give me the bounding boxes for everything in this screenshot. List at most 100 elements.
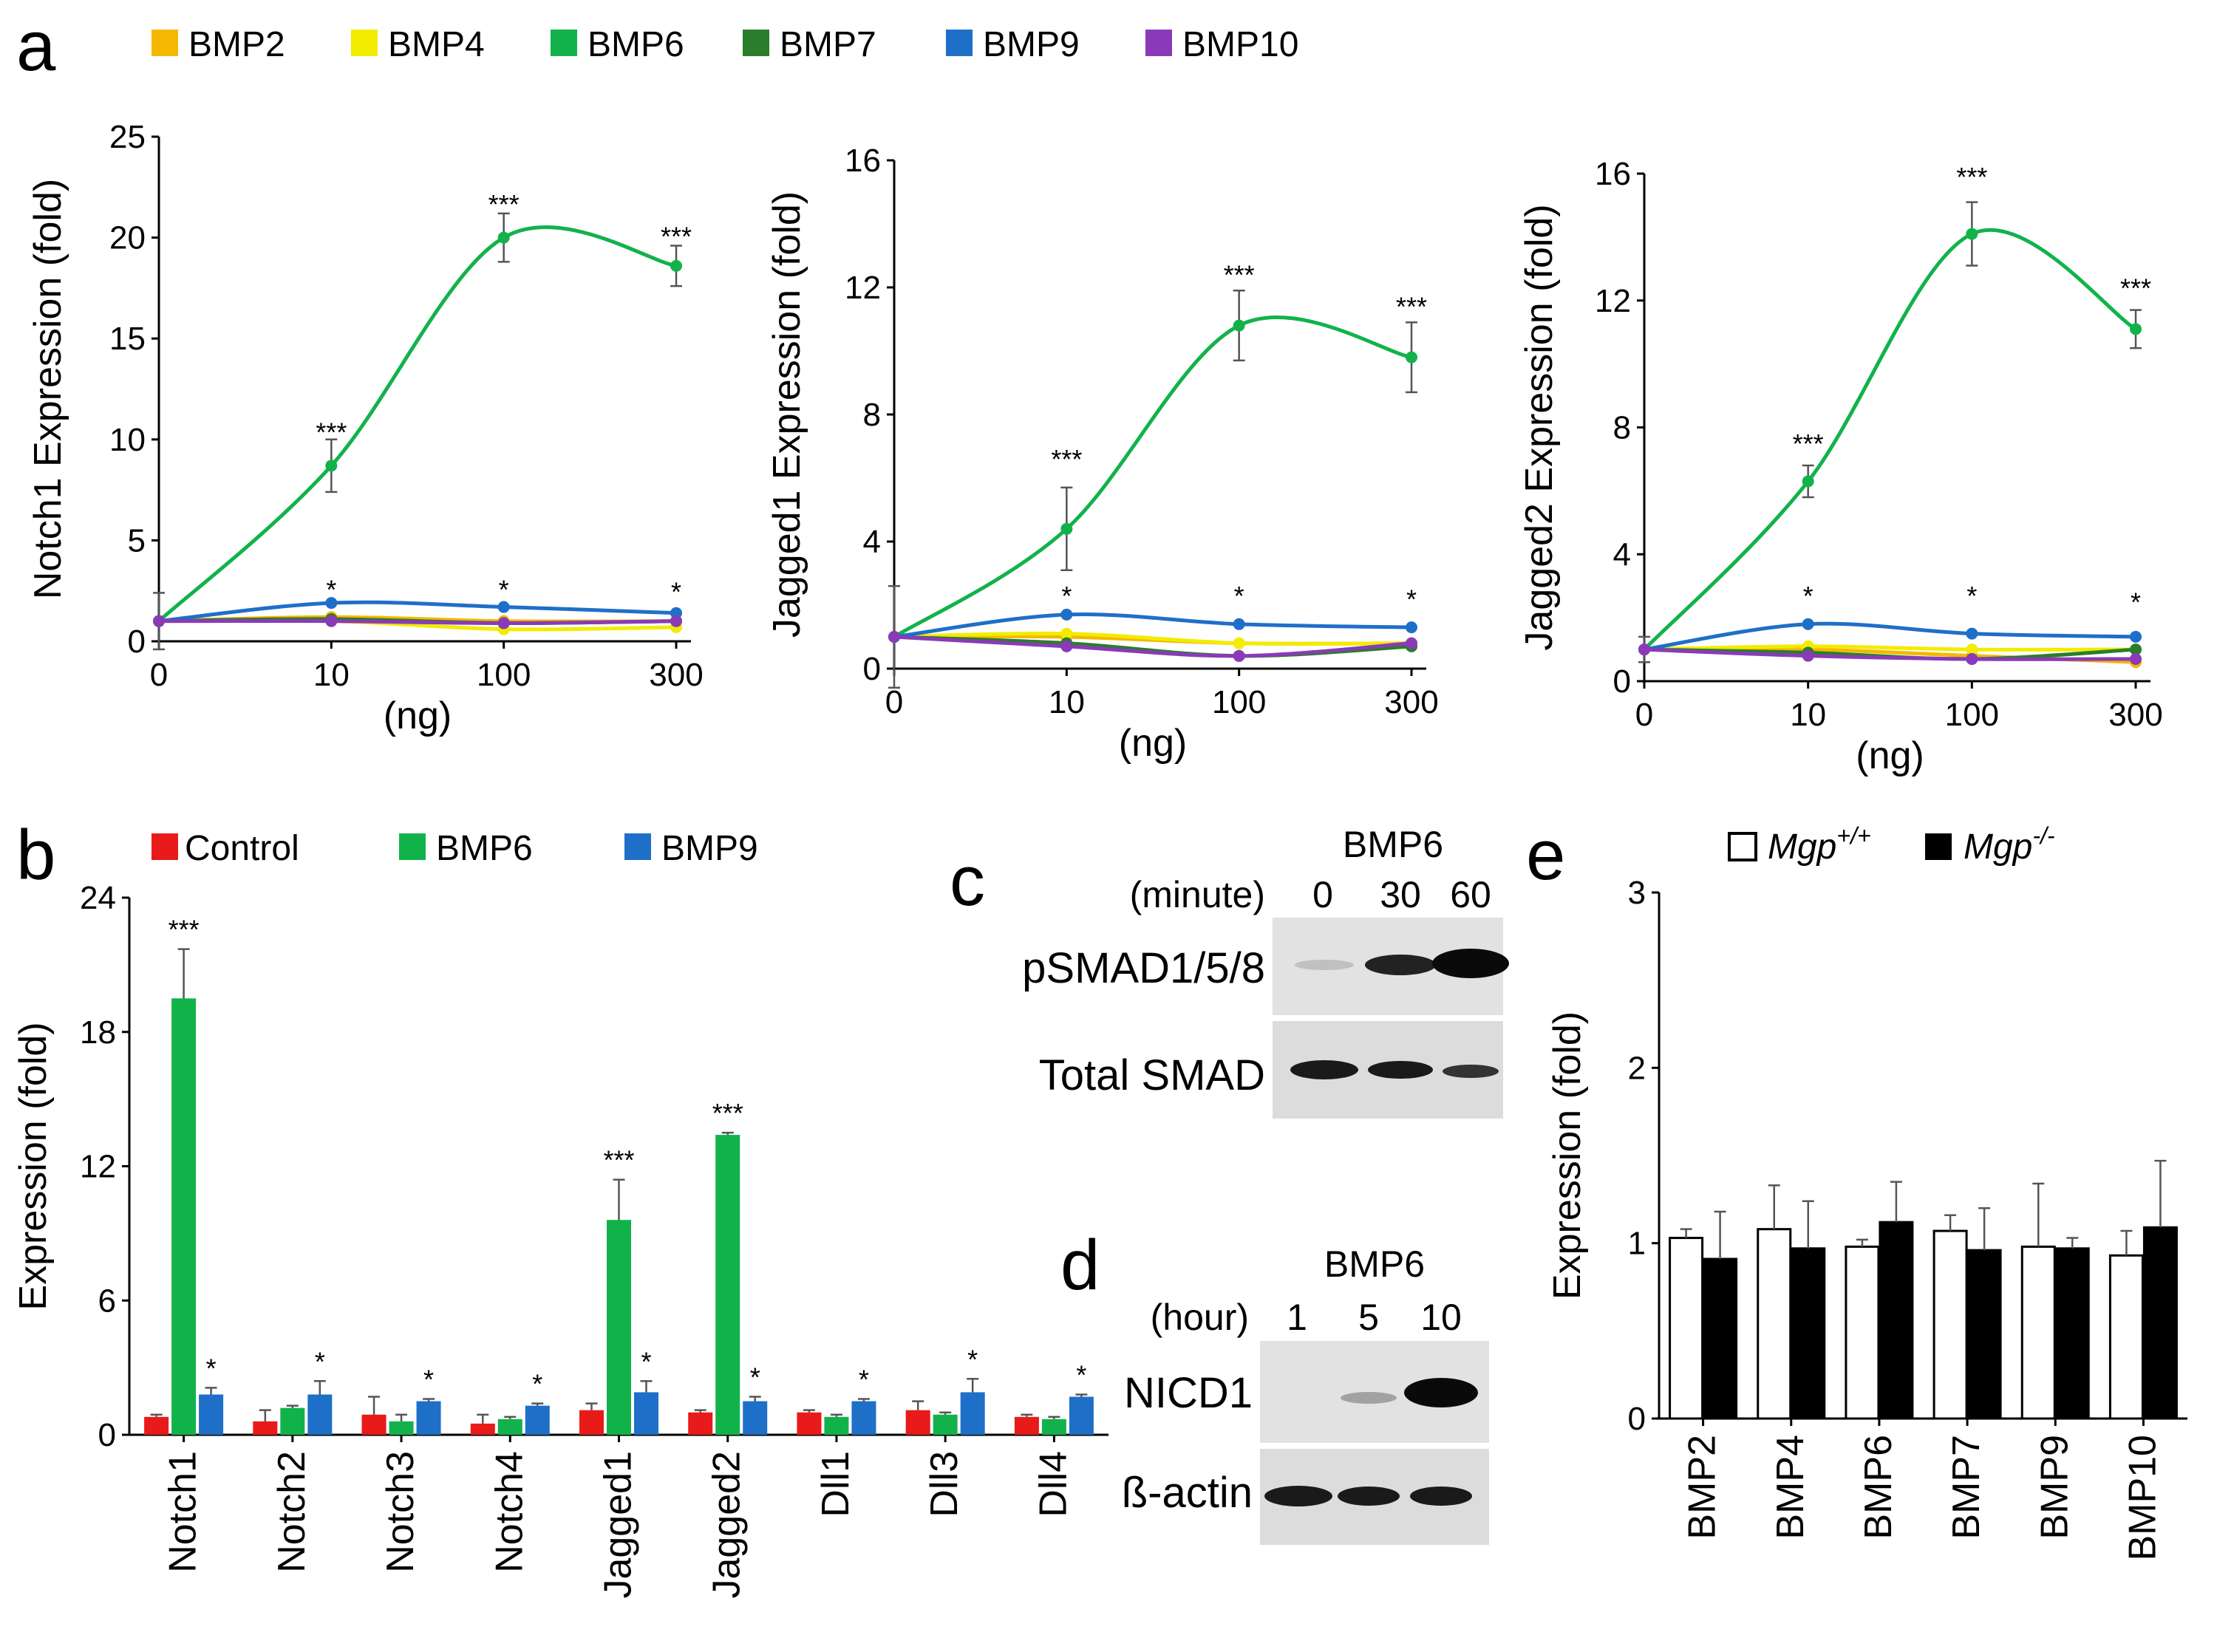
chart-a2-point-bmp9-1	[1060, 608, 1073, 621]
chart-e-bar-mgp--bmp7	[1932, 1229, 1968, 1420]
chart-b-bar-bmp9-dll1	[851, 1401, 876, 1435]
chart-b-bar-bmp9-dll4	[1069, 1396, 1094, 1435]
chart-a3-point-bmp6-2	[1966, 228, 1978, 240]
chart-a2-point-bmp9-2	[1233, 618, 1245, 630]
chart-a2-point-bmp6-3	[1406, 351, 1417, 363]
chart-a1-series-line-bmp6	[157, 225, 677, 623]
chart-a1-x-tick-label-0: 0	[150, 657, 168, 693]
chart-e-bar-mgp--bmp6	[1879, 1221, 1914, 1420]
legend-label-bmp6: BMP6	[588, 25, 684, 64]
legend-item-bmp6: BMP6	[551, 25, 684, 64]
legend-item-control: Control	[151, 829, 299, 868]
chart-a3-series-line-bmp6	[1643, 228, 2137, 651]
chart-a3-series-line-bmp10	[1644, 647, 2136, 661]
chart-a3-point-bmp10-2	[1966, 652, 1978, 665]
chart-a2-annotation-4: *	[1234, 581, 1244, 611]
legend-label-ko-base: Mgp	[1964, 827, 2032, 867]
panel-letter-a: a	[16, 7, 56, 86]
chart-e-bar-mgp--bmp4	[1757, 1228, 1792, 1420]
chart-b-annotation-1: ***	[603, 1145, 634, 1175]
chart-a1-y-tick-label-25: 25	[109, 119, 146, 155]
panel-letter-b: b	[16, 816, 55, 895]
chart-a3-annotation-4: *	[1966, 581, 1977, 611]
legend-swatch-bmp10	[1145, 30, 1172, 56]
chart-a2-y-tick-label-12: 12	[845, 270, 881, 306]
legend-label-wt-base: Mgp	[1768, 827, 1836, 867]
chart-b-y-tick-label-18: 18	[80, 1014, 116, 1051]
chart-e-y-tick-label-1: 1	[1628, 1226, 1646, 1262]
legend-item-bmp7: BMP7	[743, 25, 876, 64]
chart-e-y-tick-label-2: 2	[1628, 1050, 1646, 1086]
chart-e-bar-mgp--bmp7	[1966, 1249, 2002, 1420]
panel-a-legend: BMP2 BMP4 BMP6 BMP7 BMP9 BMP10	[151, 25, 1298, 64]
chart-a2-annotation-3: *	[1061, 581, 1072, 611]
chart-e-y-tick-label-0: 0	[1628, 1401, 1646, 1437]
chart-b-category-label-notch4: Notch4	[488, 1451, 531, 1573]
chart-e-bar-mgp--bmp10	[2142, 1226, 2178, 1420]
blot-d-time-10: 10	[1420, 1297, 1462, 1338]
legend-item-bmp10: BMP10	[1145, 25, 1298, 64]
chart-a1-y-axis-title: Notch1 Expression (fold)	[27, 179, 69, 599]
chart-a3-point-bmp9-2	[1966, 627, 1978, 640]
band-bactin-1	[1264, 1486, 1332, 1506]
chart-a1-annotation-4: *	[499, 575, 509, 605]
chart-b-annotation-6: *	[532, 1369, 542, 1399]
chart-a1-point-bmp9-1	[325, 597, 338, 610]
chart-a3-point-bmp7-3	[2130, 644, 2142, 656]
chart-b-category-label-dll1: Dll1	[814, 1451, 857, 1518]
chart-b-bar-control-notch3	[361, 1414, 386, 1435]
chart-a1-point-bmp6-1	[325, 460, 338, 472]
chart-a2-annotation-0: ***	[1051, 444, 1082, 474]
chart-a2-series-line-bmp6	[893, 315, 1412, 639]
chart-a1-annotation-3: *	[326, 575, 336, 605]
blot-c-row-psmad: pSMAD1/5/8	[1022, 944, 1265, 992]
chart-b-annotation-9: *	[859, 1365, 869, 1395]
chart-a1-x-axis-title: (ng)	[384, 694, 452, 737]
chart-e-category-label-bmp10: BMP10	[2121, 1435, 2164, 1561]
chart-a2-point-bmp4-2	[1233, 637, 1245, 649]
chart-a1-point-bmp10-1	[325, 615, 338, 627]
chart-a1-point-bmp6-3	[670, 259, 682, 272]
panel-c-blot: BMP6 (minute) 0 30 60 pSMAD1/5/8 Total S…	[1022, 824, 1509, 1119]
chart-a3-y-tick-label-16: 16	[1595, 156, 1631, 192]
chart-a2-annotation-1: ***	[1224, 260, 1255, 290]
chart-e-bar-mgp--bmp10	[2108, 1254, 2144, 1420]
chart-e-category-label-bmp9: BMP9	[2033, 1435, 2076, 1540]
chart-e-bar-mgp--bmp2	[1703, 1257, 1738, 1420]
chart-b-bar-control-dll3	[905, 1410, 930, 1435]
band-psmad-30	[1365, 955, 1436, 975]
chart-b-bar-bmp9-notch1	[199, 1394, 224, 1435]
legend-label-bmp10: BMP10	[1182, 25, 1298, 64]
chart-a3-x-axis-title: (ng)	[1856, 734, 1924, 777]
blot-c-title: BMP6	[1343, 824, 1443, 865]
chart-b-annotation-4: *	[315, 1346, 325, 1376]
chart-e-bar-mgp--bmp9	[2054, 1247, 2090, 1420]
chart-e-category-label-bmp7: BMP7	[1945, 1435, 1988, 1540]
chart-a2-x-axis-title: (ng)	[1119, 722, 1187, 765]
chart-a3-point-bmp10-0	[1638, 644, 1650, 656]
chart-a1-y-tick-label-10: 10	[109, 422, 146, 458]
legend-swatch-bmp2	[151, 30, 178, 56]
chart-b-category-label-jagged2: Jagged2	[706, 1451, 749, 1599]
chart-b-bar-bmp6-dll4	[1041, 1419, 1066, 1435]
chart-a1-annotation-5: *	[671, 576, 681, 607]
panel-e-legend: Mgp+/+ Mgp-/-	[1728, 822, 2055, 867]
chart-e-y-tick-label-3: 3	[1628, 875, 1646, 911]
chart-b-category-label-notch3: Notch3	[379, 1451, 422, 1573]
blot-c-time-60: 60	[1450, 874, 1491, 915]
legend-label-ko: Mgp-/-	[1964, 822, 2055, 867]
legend-label-bmp2: BMP2	[188, 25, 285, 64]
chart-a3-x-tick-label-10: 10	[1790, 697, 1826, 733]
panel-letter-c: c	[950, 842, 985, 921]
band-bactin-5	[1338, 1487, 1400, 1506]
band-totalsmad-60	[1443, 1065, 1499, 1078]
chart-b-bar-bmp9-notch2	[307, 1394, 333, 1435]
chart-b-annotation-2: ***	[712, 1098, 743, 1128]
legend-label-control: Control	[185, 829, 299, 868]
chart-a3-series-line-bmp4	[1644, 644, 2136, 652]
chart-a3-annotation-5: *	[2131, 587, 2141, 618]
blot-c-time-label: (minute)	[1130, 874, 1265, 915]
chart-a3-annotation-3: *	[1803, 581, 1814, 611]
chart-b-category-label-dll4: Dll4	[1032, 1451, 1075, 1518]
chart-b-y-tick-label-24: 24	[80, 880, 116, 916]
